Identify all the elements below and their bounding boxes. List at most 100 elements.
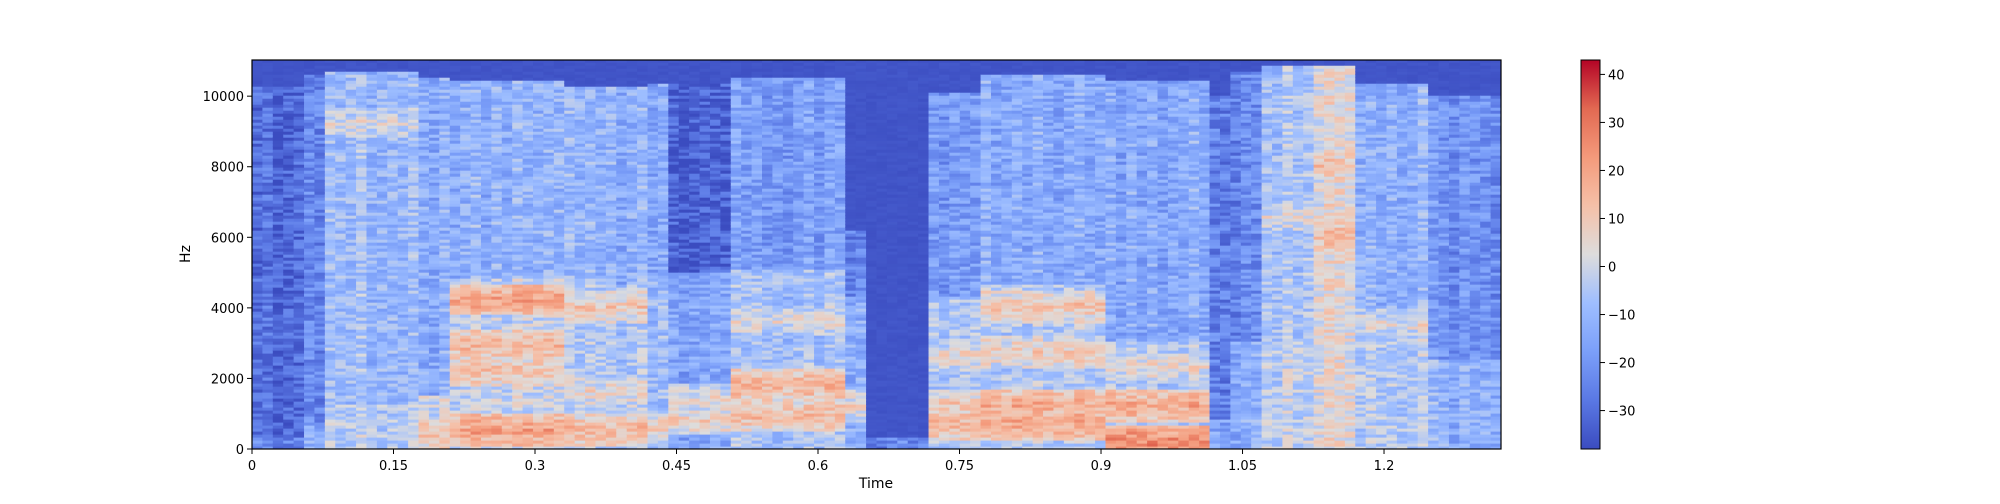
heatmap-cell	[449, 167, 461, 171]
heatmap-cell	[574, 161, 586, 165]
heatmap-cell	[408, 341, 420, 345]
heatmap-cell	[460, 248, 472, 252]
heatmap-cell	[272, 206, 284, 210]
heatmap-cell	[522, 131, 534, 135]
heatmap-cell	[626, 230, 638, 234]
heatmap-cell	[439, 71, 451, 75]
heatmap-cell	[387, 404, 399, 408]
heatmap-cell	[605, 299, 617, 303]
heatmap-cell	[324, 107, 336, 111]
heatmap-cell	[428, 335, 440, 339]
heatmap-cell	[272, 224, 284, 228]
heatmap-cell	[304, 281, 316, 285]
heatmap-cell	[522, 233, 534, 237]
heatmap-cell	[356, 161, 368, 165]
heatmap-cell	[304, 239, 316, 243]
heatmap-cell	[293, 179, 305, 183]
heatmap-cell	[439, 428, 451, 432]
heatmap-cell	[470, 74, 482, 78]
heatmap-cell	[252, 68, 264, 72]
heatmap-cell	[491, 332, 503, 336]
heatmap-cell	[647, 401, 659, 405]
heatmap-cell	[314, 128, 326, 132]
heatmap-cell	[397, 125, 409, 129]
heatmap-cell	[283, 122, 295, 126]
heatmap-cell	[605, 218, 617, 222]
heatmap-cell	[439, 236, 451, 240]
heatmap-cell	[252, 332, 264, 336]
heatmap-cell	[428, 254, 440, 258]
heatmap-cell	[376, 65, 388, 69]
heatmap-cell	[356, 140, 368, 144]
heatmap-cell	[293, 332, 305, 336]
heatmap-cell	[408, 158, 420, 162]
heatmap-cell	[585, 164, 597, 168]
heatmap-cell	[616, 116, 628, 120]
heatmap-cell	[304, 86, 316, 90]
heatmap-cell	[387, 311, 399, 315]
heatmap-cell	[512, 263, 524, 267]
heatmap-cell	[626, 110, 638, 114]
heatmap-cell	[480, 92, 492, 96]
heatmap-cell	[428, 431, 440, 435]
heatmap-cell	[345, 389, 357, 393]
heatmap-cell	[501, 329, 513, 333]
heatmap-cell	[283, 386, 295, 390]
heatmap-cell	[356, 233, 368, 237]
heatmap-cell	[470, 137, 482, 141]
heatmap-cell	[293, 326, 305, 330]
heatmap-cell	[553, 266, 565, 270]
heatmap-cell	[283, 425, 295, 429]
heatmap-cell	[387, 407, 399, 411]
heatmap-cell	[574, 431, 586, 435]
heatmap-cell	[605, 83, 617, 87]
heatmap-cell	[533, 395, 545, 399]
heatmap-cell	[605, 398, 617, 402]
heatmap-cell	[418, 140, 430, 144]
heatmap-cell	[605, 140, 617, 144]
heatmap-cell	[626, 290, 638, 294]
heatmap-cell	[335, 179, 347, 183]
heatmap-cell	[460, 245, 472, 249]
heatmap-cell	[293, 185, 305, 189]
heatmap-cell	[366, 74, 378, 78]
heatmap-cell	[418, 374, 430, 378]
heatmap-cell	[491, 167, 503, 171]
heatmap-cell	[616, 101, 628, 105]
heatmap-cell	[408, 395, 420, 399]
heatmap-cell	[637, 227, 649, 231]
heatmap-cell	[595, 416, 607, 420]
heatmap-cell	[387, 149, 399, 153]
heatmap-cell	[616, 227, 628, 231]
heatmap-cell	[480, 128, 492, 132]
heatmap-cell	[439, 440, 451, 444]
heatmap-cell	[314, 422, 326, 426]
heatmap-cell	[605, 245, 617, 249]
heatmap-cell	[626, 134, 638, 138]
heatmap-cell	[533, 77, 545, 81]
heatmap-cell	[408, 233, 420, 237]
heatmap-cell	[533, 119, 545, 123]
heatmap-cell	[501, 308, 513, 312]
heatmap-cell	[366, 263, 378, 267]
heatmap-cell	[626, 428, 638, 432]
heatmap-cell	[543, 125, 555, 129]
heatmap-cell	[595, 314, 607, 318]
heatmap-cell	[605, 419, 617, 423]
heatmap-cell	[491, 173, 503, 177]
heatmap-cell	[272, 440, 284, 444]
heatmap-cell	[345, 257, 357, 261]
heatmap-cell	[522, 395, 534, 399]
heatmap-cell	[428, 416, 440, 420]
heatmap-cell	[335, 110, 347, 114]
heatmap-cell	[533, 113, 545, 117]
heatmap-cell	[324, 434, 336, 438]
heatmap-cell	[616, 389, 628, 393]
heatmap-cell	[376, 341, 388, 345]
heatmap-cell	[252, 80, 264, 84]
heatmap-cell	[553, 281, 565, 285]
heatmap-cell	[428, 446, 440, 449]
heatmap-cell	[522, 260, 534, 264]
heatmap-cell	[595, 203, 607, 207]
heatmap-cell	[470, 227, 482, 231]
